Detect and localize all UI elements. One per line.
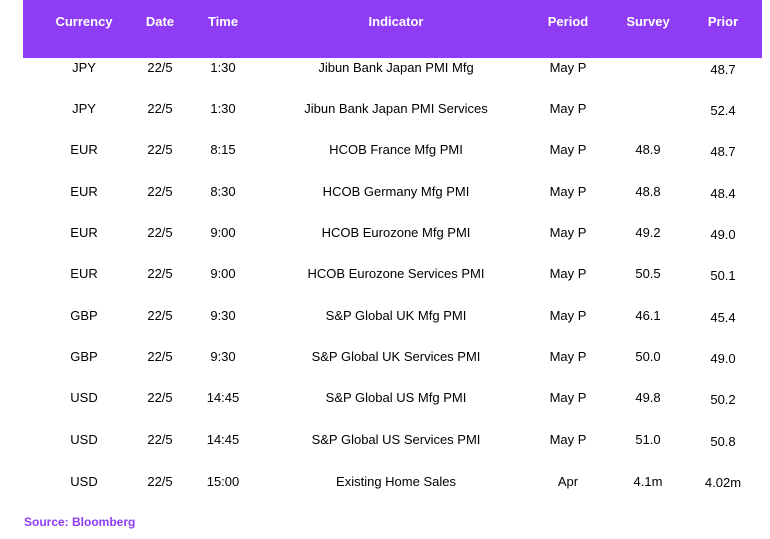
cell-time: 1:30 [210, 60, 236, 75]
cell-prior: 50.2 [710, 392, 736, 407]
cell-currency: EUR [70, 266, 98, 281]
table-row: EUR 22/5 8:30 HCOB Germany Mfg PMI May P… [23, 184, 762, 204]
cell-currency: EUR [70, 184, 98, 199]
cell-date: 22/5 [147, 101, 173, 116]
cell-period: May P [549, 308, 587, 323]
cell-period: May P [549, 101, 587, 116]
table-row: EUR 22/5 9:00 HCOB Eurozone Mfg PMI May … [23, 225, 762, 245]
cell-prior: 52.4 [710, 103, 736, 118]
cell-prior: 48.7 [710, 144, 736, 159]
table-row: USD 22/5 14:45 S&P Global US Services PM… [23, 432, 762, 452]
source-note: Source: Bloomberg [24, 515, 136, 529]
cell-indicator: Jibun Bank Japan PMI Services [304, 101, 488, 116]
table-row: GBP 22/5 9:30 S&P Global UK Services PMI… [23, 349, 762, 369]
cell-period: May P [549, 184, 587, 199]
cell-time: 9:00 [210, 225, 236, 240]
table-row: JPY 22/5 1:30 Jibun Bank Japan PMI Mfg M… [23, 60, 762, 80]
header-date: Date [145, 14, 175, 29]
cell-time: 8:15 [210, 142, 236, 157]
table-row: USD 22/5 15:00 Existing Home Sales Apr 4… [23, 474, 762, 494]
cell-date: 22/5 [147, 225, 173, 240]
header-time: Time [207, 14, 239, 29]
cell-indicator: S&P Global US Services PMI [311, 432, 481, 447]
header-period: Period [547, 14, 589, 29]
cell-survey: 48.8 [635, 184, 661, 199]
table-row: EUR 22/5 9:00 HCOB Eurozone Services PMI… [23, 266, 762, 286]
cell-prior: 4.02m [704, 475, 742, 490]
table-row: EUR 22/5 8:15 HCOB France Mfg PMI May P … [23, 142, 762, 162]
cell-period: May P [549, 225, 587, 240]
cell-survey: 50.0 [635, 349, 661, 364]
cell-date: 22/5 [147, 390, 173, 405]
cell-time: 15:00 [206, 474, 240, 489]
cell-survey: 48.9 [635, 142, 661, 157]
cell-date: 22/5 [147, 308, 173, 323]
cell-prior: 48.7 [710, 62, 736, 77]
cell-indicator: HCOB Eurozone Mfg PMI [321, 225, 471, 240]
cell-currency: GBP [70, 349, 98, 364]
cell-period: Apr [557, 474, 579, 489]
cell-indicator: HCOB Germany Mfg PMI [322, 184, 470, 199]
table-header: Currency Date Time Indicator Period Surv… [23, 0, 762, 58]
cell-indicator: S&P Global UK Services PMI [311, 349, 481, 364]
cell-prior: 48.4 [710, 186, 736, 201]
table-row: USD 22/5 14:45 S&P Global US Mfg PMI May… [23, 390, 762, 410]
table-row: GBP 22/5 9:30 S&P Global UK Mfg PMI May … [23, 308, 762, 328]
cell-indicator: S&P Global UK Mfg PMI [325, 308, 467, 323]
cell-prior: 49.0 [710, 227, 736, 242]
cell-indicator: Jibun Bank Japan PMI Mfg [318, 60, 474, 75]
cell-survey: 49.2 [635, 225, 661, 240]
cell-survey: 49.8 [635, 390, 661, 405]
cell-currency: EUR [70, 225, 98, 240]
cell-date: 22/5 [147, 184, 173, 199]
cell-survey: 46.1 [635, 308, 661, 323]
cell-date: 22/5 [147, 432, 173, 447]
cell-time: 14:45 [206, 390, 240, 405]
cell-time: 14:45 [206, 432, 240, 447]
cell-currency: JPY [72, 101, 96, 116]
header-survey: Survey [626, 14, 670, 29]
cell-date: 22/5 [147, 60, 173, 75]
cell-time: 9:00 [210, 266, 236, 281]
cell-currency: EUR [70, 142, 98, 157]
cell-time: 8:30 [210, 184, 236, 199]
header-prior: Prior [707, 14, 739, 29]
cell-prior: 50.8 [710, 434, 736, 449]
cell-indicator: S&P Global US Mfg PMI [325, 390, 467, 405]
cell-indicator: HCOB France Mfg PMI [329, 142, 463, 157]
cell-date: 22/5 [147, 142, 173, 157]
cell-period: May P [549, 432, 587, 447]
cell-survey: 4.1m [633, 474, 663, 489]
cell-period: May P [549, 60, 587, 75]
cell-currency: USD [70, 432, 98, 447]
cell-currency: JPY [72, 60, 96, 75]
cell-period: May P [549, 142, 587, 157]
cell-time: 9:30 [210, 308, 236, 323]
cell-prior: 50.1 [710, 268, 736, 283]
header-currency: Currency [55, 14, 113, 29]
cell-time: 9:30 [210, 349, 236, 364]
cell-period: May P [549, 349, 587, 364]
cell-survey: 50.5 [635, 266, 661, 281]
cell-prior: 45.4 [710, 310, 736, 325]
cell-currency: USD [70, 390, 98, 405]
cell-indicator: Existing Home Sales [336, 474, 456, 489]
cell-date: 22/5 [147, 349, 173, 364]
header-indicator: Indicator [368, 14, 424, 29]
cell-period: May P [549, 390, 587, 405]
cell-currency: USD [70, 474, 98, 489]
cell-prior: 49.0 [710, 351, 736, 366]
cell-period: May P [549, 266, 587, 281]
cell-date: 22/5 [147, 474, 173, 489]
cell-date: 22/5 [147, 266, 173, 281]
cell-time: 1:30 [210, 101, 236, 116]
cell-survey: 51.0 [635, 432, 661, 447]
cell-currency: GBP [70, 308, 98, 323]
cell-indicator: HCOB Eurozone Services PMI [307, 266, 485, 281]
table-row: JPY 22/5 1:30 Jibun Bank Japan PMI Servi… [23, 101, 762, 121]
